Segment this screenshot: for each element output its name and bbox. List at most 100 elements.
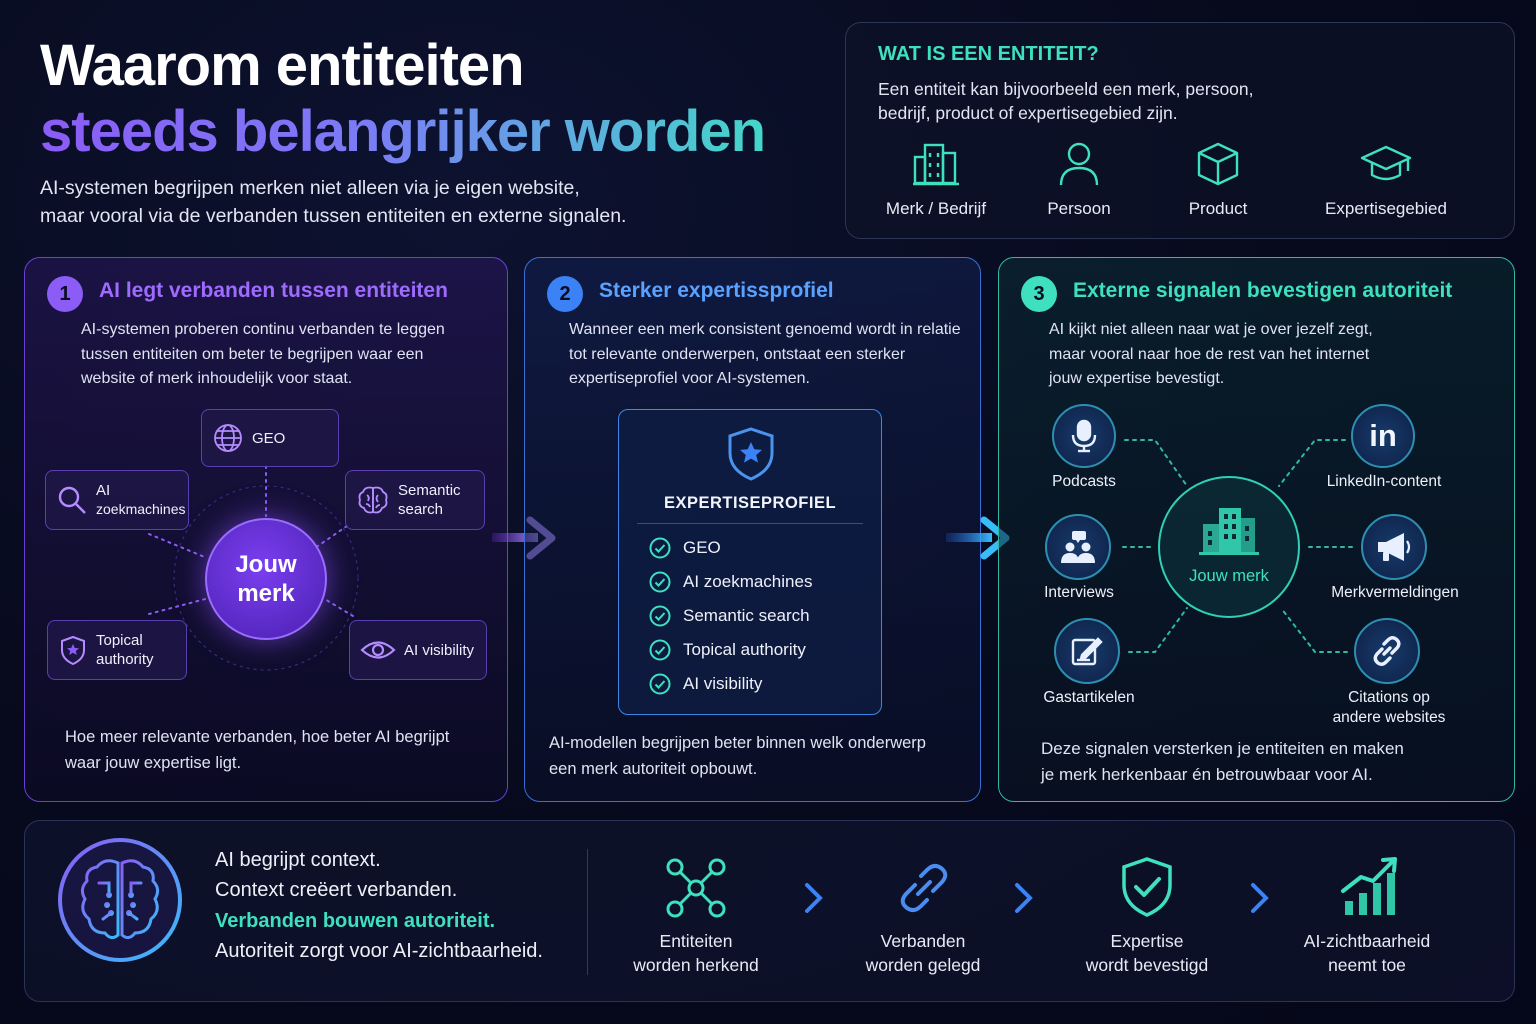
building-icon — [913, 143, 959, 186]
foot-line: waar jouw expertise ligt. — [65, 754, 242, 772]
desc-line: tot relevante onderwerpen, ontstaat een … — [569, 345, 906, 363]
summary-bar: AI begrijpt context. Context creëert ver… — [24, 820, 1515, 1002]
step-label-line: AI-zichtbaarheid — [1303, 931, 1431, 951]
check-circle-icon — [649, 673, 671, 695]
entity-item-label: Expertisegebied — [1325, 199, 1447, 218]
person-icon — [1059, 142, 1099, 186]
signal-interviews — [1045, 514, 1111, 580]
signal-label: Citations op andere websites — [1309, 688, 1469, 728]
profile-check-item: AI zoekmachines — [649, 571, 812, 593]
check-circle-icon — [649, 571, 671, 593]
node-topical-authority: Topical authority — [47, 620, 187, 680]
signal-label: Gastartikelen — [1043, 689, 1135, 706]
panel-title: Sterker expertissprofiel — [599, 279, 834, 302]
entity-item-label: Product — [1188, 199, 1248, 218]
brain-icon — [358, 486, 388, 514]
check-label: GEO — [683, 538, 721, 557]
node-label: AI visibility — [404, 641, 475, 659]
desc-line: AI kijkt niet alleen naar wat je over je… — [1049, 321, 1373, 338]
node-ai-visibility: AI visibility — [349, 620, 487, 680]
signal-label: LinkedIn-content — [1326, 473, 1442, 490]
desc-line: jouw expertise bevestigt. — [1049, 370, 1225, 387]
node-label-line: authority — [96, 651, 154, 668]
signal-label: Merkvermeldingen — [1331, 584, 1459, 601]
foot-line: je merk herkenbaar én betrouwbaar voor A… — [1041, 765, 1373, 784]
check-label: Topical authority — [683, 640, 806, 659]
chevron-right-icon — [805, 883, 823, 913]
microphone-icon — [1071, 419, 1097, 453]
step-label: Entiteiten worden herkend — [586, 929, 806, 977]
summary-line: Autoriteit zorgt voor AI-zichtbaarheid. — [215, 940, 543, 962]
summary-line-highlight: Verbanden bouwen autoriteit. — [215, 910, 496, 932]
node-label: GEO — [252, 429, 286, 447]
node-label-line: Topical — [96, 632, 143, 649]
node-label-line: search — [398, 501, 444, 518]
shield-check-icon — [1122, 857, 1172, 917]
what-is-heading: WAT IS EEN ENTITEIT? — [878, 43, 1099, 65]
hub-your-brand: Jouw merk — [205, 518, 327, 640]
signal-label-line: andere websites — [1332, 709, 1446, 726]
growth-chart-icon — [1341, 857, 1397, 915]
signal-brand-mentions — [1361, 514, 1427, 580]
hub-line: Jouw — [235, 551, 297, 578]
entity-item-expertise: Expertisegebied — [1306, 141, 1466, 219]
chevron-right-icon — [1015, 883, 1033, 913]
panel-footer: Deze signalen versterken je entiteiten e… — [1041, 736, 1404, 788]
megaphone-icon — [1378, 533, 1411, 561]
connection-lines — [148, 465, 359, 671]
panel-footer: AI-modellen begrijpen beter binnen welk … — [549, 730, 926, 782]
box-icon — [1197, 142, 1239, 186]
link-icon — [1373, 636, 1401, 666]
brain-circuit-icon — [58, 838, 182, 962]
panel-external-signals: 3 Externe signalen bevestigen autoriteit… — [998, 257, 1515, 802]
search-icon — [58, 486, 86, 514]
step-label-line: worden herkend — [633, 955, 759, 975]
panel-footer: Hoe meer relevante verbanden, hoe beter … — [65, 724, 449, 776]
node-geo: GEO — [201, 409, 339, 467]
step-label-line: Expertise — [1110, 931, 1184, 951]
entity-item-label: Merk / Bedrijf — [885, 199, 987, 218]
edit-document-icon — [1071, 637, 1103, 666]
profile-check-item: AI visibility — [649, 673, 762, 695]
hub-label: Jouw merk — [1189, 567, 1269, 585]
step-label: AI-zichtbaarheid neemt toe — [1257, 929, 1477, 977]
node-label: Semantic search — [398, 481, 461, 519]
building-icon — [1199, 508, 1259, 555]
check-circle-icon — [649, 639, 671, 661]
entity-item-product: Product — [1138, 141, 1298, 219]
hub-line: merk — [237, 580, 295, 607]
desc-line: maar vooral naar hoe de rest van het int… — [1049, 345, 1370, 363]
signal-citations — [1354, 618, 1420, 684]
check-label: AI zoekmachines — [683, 572, 813, 591]
panel-expertise-profile: 2 Sterker expertissprofiel Wanneer een m… — [524, 257, 981, 802]
step-label-line: Entiteiten — [659, 931, 733, 951]
divider — [637, 523, 863, 524]
panel-title: Externe signalen bevestigen autoriteit — [1073, 279, 1453, 302]
shield-star-icon — [61, 635, 85, 666]
node-ai-search-engines: AI zoekmachines — [45, 470, 189, 530]
what-is-description: Een entiteit kan bijvoorbeeld een merk, … — [878, 77, 1318, 125]
step-label: Expertise wordt bevestigd — [1037, 929, 1257, 977]
panel-entity-connections: 1 AI legt verbanden tussen entiteiten AI… — [24, 257, 508, 802]
foot-line: Deze signalen versterken je entiteiten e… — [1041, 739, 1404, 758]
step-label-line: Verbanden — [880, 931, 966, 951]
signal-linkedin: in — [1351, 404, 1415, 468]
panel-number: 3 — [1021, 276, 1057, 312]
panel-description: Wanneer een merk consistent genoemd word… — [569, 318, 961, 392]
page-subtitle: AI-systemen begrijpen merken niet alleen… — [40, 174, 740, 230]
node-label: AI zoekmachines — [96, 481, 186, 519]
node-label-line: zoekmachines — [96, 501, 186, 517]
entity-item-label: Persoon — [1047, 199, 1111, 218]
desc-line: expertiseprofiel voor AI-systemen. — [569, 370, 810, 387]
step-label-line: wordt bevestigd — [1085, 955, 1209, 975]
desc-line: website of merk inhoudelijk voor staat. — [81, 370, 353, 387]
node-label: Topical authority — [96, 631, 154, 669]
summary-line: AI begrijpt context. — [215, 849, 381, 871]
profile-check-item: Topical authority — [649, 639, 806, 661]
node-label-line: Semantic — [398, 482, 461, 499]
page-title-line2: steeds belangrijker worden — [40, 99, 766, 164]
profile-check-item: GEO — [649, 537, 721, 559]
interview-icon — [1061, 531, 1095, 563]
profile-heading: EXPERTISEPROFIEL — [663, 494, 837, 512]
foot-line: Hoe meer relevante verbanden, hoe beter … — [65, 728, 450, 746]
